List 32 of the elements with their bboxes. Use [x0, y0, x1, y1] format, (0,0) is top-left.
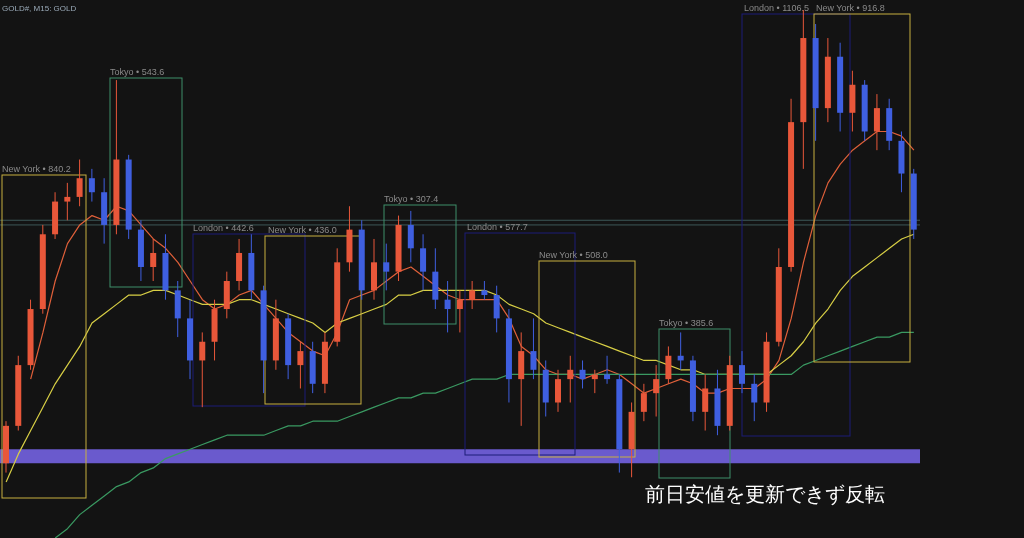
annotation: London • 442.6 [193, 223, 254, 233]
candlestick [444, 280, 451, 333]
candlestick [604, 355, 611, 385]
band-label: 前日安値を更新できず反転 [645, 483, 885, 507]
annotation: New York • 916.8 [816, 3, 885, 13]
annotation: New York • 436.0 [268, 225, 337, 235]
annotation: Tokyo • 307.4 [384, 194, 439, 204]
candlestick [76, 159, 83, 207]
candlestick [456, 289, 463, 333]
candlestick [407, 210, 414, 263]
chart-title: GOLD#, M15: GOLD [2, 4, 77, 13]
annotation: New York • 840.2 [2, 164, 71, 174]
candlestick [530, 317, 537, 380]
annotation: Tokyo • 385.6 [659, 318, 714, 328]
candlestick [665, 345, 672, 385]
annotation: Tokyo • 543.6 [110, 67, 165, 77]
candlestick [420, 233, 427, 291]
candlestick [88, 168, 95, 203]
candlestick [481, 280, 488, 301]
candlestick [297, 341, 304, 389]
candlestick [383, 243, 390, 291]
candlestick [739, 350, 745, 394]
annotation: London • 577.7 [467, 222, 528, 232]
candlestick [751, 373, 758, 422]
candlestick [579, 359, 586, 389]
annotation: London • 1106.5 [744, 3, 810, 13]
candlestick [199, 331, 206, 408]
candlestick [64, 182, 71, 221]
candlestick [150, 238, 157, 282]
candlestick [493, 285, 500, 333]
candlestick [469, 280, 476, 310]
annotation: New York • 508.0 [539, 250, 608, 260]
